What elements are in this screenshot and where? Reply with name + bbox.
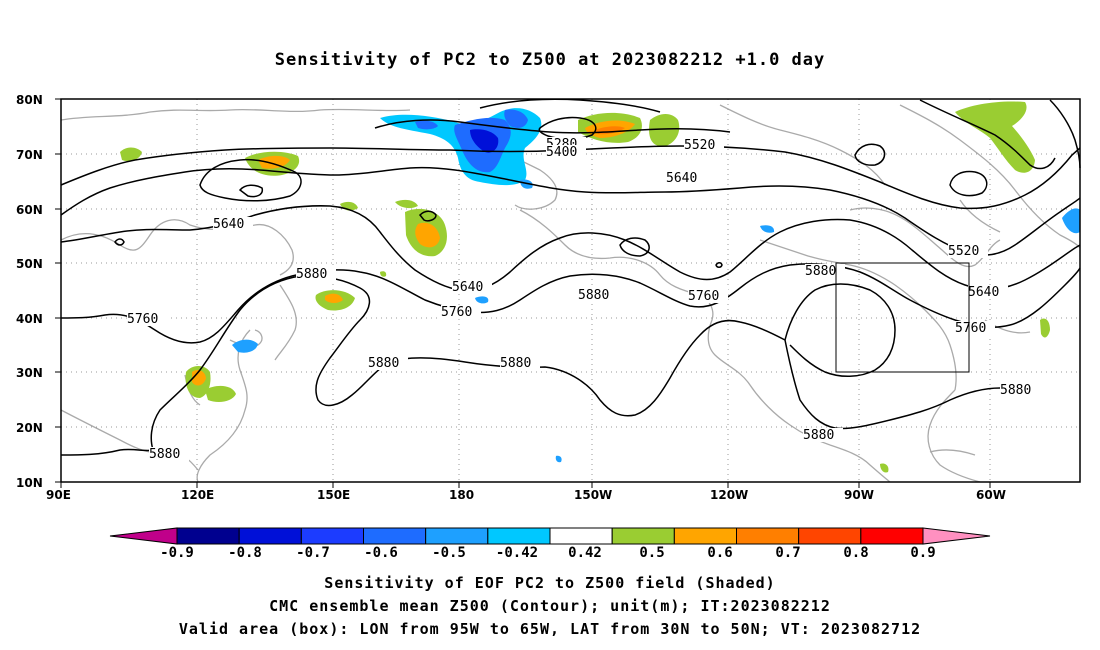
colorbar-label: 0.5 [639,545,664,561]
lon-label: 60W [976,488,1006,502]
lat-label: 50N [16,257,43,271]
contour-label: 5880 [805,264,836,279]
contour-label: 5880 [368,356,399,371]
colorbar-segment [300,527,365,545]
colorbar-label: 0.9 [910,545,935,561]
lat-label: 10N [16,476,43,490]
colorbar-label: -0.9 [160,545,194,561]
lat-label: 30N [16,366,43,380]
colorbar-segment [549,527,613,545]
colorbar-segment [860,527,924,545]
contour-label: 5760 [441,305,472,320]
colorbar-label: 0.7 [775,545,800,561]
colorbar-segment [736,527,800,545]
lon-label: 150W [574,488,612,502]
contour-label: 5880 [1000,383,1031,398]
lat-label: 20N [16,421,43,435]
contour-label: 5640 [452,280,483,295]
colorbar-segment [176,527,240,545]
contour-label: 5880 [149,447,180,462]
colorbar-segment [798,527,862,545]
colorbar-over-triangle [922,527,991,545]
contour-label: 5760 [955,321,986,336]
caption-contour: CMC ensemble mean Z500 (Contour); unit(m… [269,597,831,615]
colorbar-segment [673,527,737,545]
contour-label: 5400 [546,145,577,160]
contour-label: 5640 [666,171,697,186]
lon-label: 90E [46,488,71,502]
colorbar-label: -0.6 [364,545,398,561]
colorbar-segment [425,527,489,545]
colorbar-label: -0.8 [228,545,262,561]
longitude-labels: 90E 120E 150E 180 150W 120W 90W 60W [46,488,1006,502]
contour-label: 5760 [127,312,158,327]
lat-label: 40N [16,312,43,326]
colorbar-labels: -0.9 -0.8 -0.7 -0.6 -0.5 -0.42 0.42 0.5 … [160,545,936,561]
lon-label: 150E [317,488,350,502]
contour-label: 5640 [213,217,244,232]
lon-label: 120E [181,488,214,502]
colorbar-label: 0.8 [843,545,868,561]
valid-area-box [835,262,970,373]
z500-contours [60,98,1081,456]
lat-label: 70N [16,148,43,162]
contour-label: 5880 [296,267,327,282]
contour-label: 5520 [948,244,979,259]
contour-label: 5760 [688,289,719,304]
colorbar [109,527,991,545]
contour-label: 5880 [803,428,834,443]
lon-label: 180 [449,488,474,502]
colorbar-label: 0.42 [568,545,602,561]
colorbar-segment [487,527,551,545]
colorbar-label: -0.5 [432,545,466,561]
chart-title: Sensitivity of PC2 to Z500 at 2023082212… [274,50,826,70]
contour-label: 5640 [968,285,999,300]
latitude-labels: 80N 70N 60N 50N 40N 30N 20N 10N [16,93,43,490]
contour-labels: 5280 5400 5520 5640 5640 5640 5640 5640 … [127,137,1032,462]
colorbar-segment [238,527,302,545]
colorbar-label: 0.6 [707,545,732,561]
contour-label: 5880 [578,288,609,303]
map-frame [60,98,1081,483]
lat-label: 60N [16,203,43,217]
colorbar-label: -0.42 [496,545,538,561]
colorbar-label: -0.7 [296,545,330,561]
lon-label: 120W [710,488,748,502]
caption-shaded: Sensitivity of EOF PC2 to Z500 field (Sh… [324,574,776,592]
lon-label: 90W [844,488,874,502]
map-background [61,99,1080,482]
axis-ticks [55,98,991,488]
colorbar-segment [363,527,427,545]
contour-label: 5520 [684,138,715,153]
lat-label: 80N [16,93,43,107]
colorbar-segment [611,527,675,545]
contour-label: 5880 [500,356,531,371]
caption-valid-area: Valid area (box): LON from 95W to 65W, L… [178,620,922,638]
colorbar-under-triangle [109,527,178,545]
